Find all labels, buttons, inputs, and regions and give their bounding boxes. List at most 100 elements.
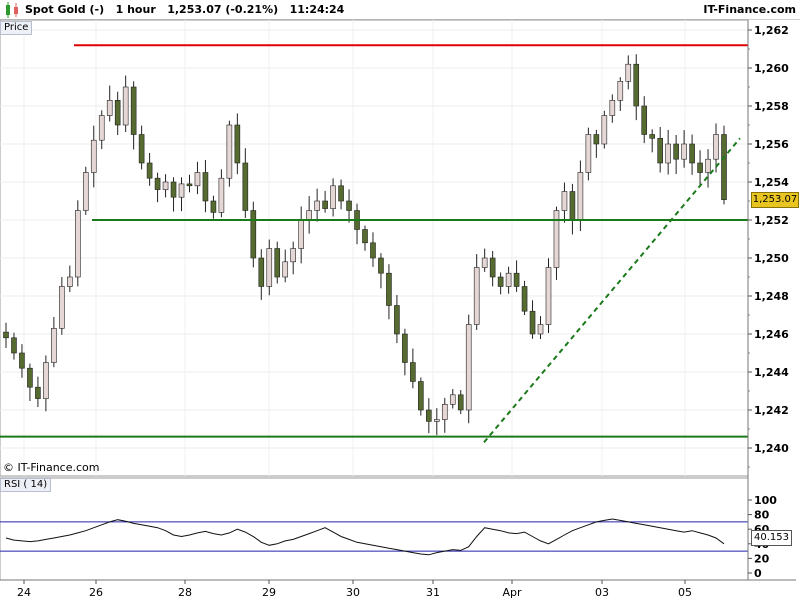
candle-body [426, 409, 432, 422]
candle-body [433, 419, 440, 422]
rsi-tick-label: 100 [754, 494, 777, 507]
candle-body [585, 134, 592, 173]
price-tick-label: 1,242 [754, 404, 789, 417]
candle-body [721, 134, 727, 200]
candle-body [521, 286, 528, 312]
price-tick-label: 1,256 [754, 138, 789, 151]
candle-body [90, 139, 97, 173]
price-tick-label: 1,260 [754, 62, 789, 75]
candle-body [234, 124, 241, 164]
candle-body [362, 229, 368, 244]
candle-body [27, 367, 33, 388]
candle-body [3, 331, 9, 339]
candle-body [673, 143, 679, 160]
x-tick-label: 29 [262, 586, 276, 599]
x-tick-label: 28 [178, 586, 192, 599]
candle-body [689, 143, 695, 164]
price-tick-label: 1,258 [754, 100, 789, 113]
candle-body [569, 191, 576, 221]
candle-body [465, 324, 472, 411]
candle-body [162, 181, 169, 190]
candle-body [418, 381, 424, 411]
candle-body [306, 210, 312, 221]
rsi-panel-tag: RSI ( 14) [0, 478, 52, 492]
candle-body [138, 134, 145, 164]
candle-body [75, 210, 81, 278]
candle-body [609, 100, 616, 116]
last-rsi-label: 40.153 [751, 530, 792, 546]
copyright-label: © IT-Finance.com [3, 461, 100, 474]
rsi-line [5, 518, 725, 556]
candle-body [497, 276, 504, 287]
candle-body [146, 162, 153, 179]
candle-body [625, 63, 632, 82]
candle-body [617, 81, 624, 101]
last-price-label: 1,253.07 [751, 192, 799, 208]
price-tick-label: 1,254 [754, 176, 789, 189]
candle-body [545, 267, 552, 325]
candle-body [330, 185, 336, 209]
candle-body [178, 183, 185, 198]
candle-body [186, 183, 193, 187]
price-panel-tag: Price [0, 21, 33, 35]
x-tick-label: 05 [678, 586, 692, 599]
trendline [483, 137, 741, 443]
candle-body [170, 181, 177, 198]
candle-body [290, 248, 297, 263]
candle-body [11, 337, 17, 354]
candle-body [19, 352, 25, 369]
candle-body [226, 124, 233, 179]
x-tick-label: 30 [346, 586, 360, 599]
price-tick-label: 1,252 [754, 214, 789, 227]
rsi-tick-label: 80 [754, 509, 770, 522]
candle-body [282, 261, 289, 278]
candle-body [601, 115, 608, 145]
candle-body [681, 143, 687, 160]
brand-label: IT-Finance.com [703, 3, 796, 16]
candle-body [130, 86, 137, 135]
candle-body [649, 134, 656, 139]
candle-body [481, 257, 488, 268]
candle-body [505, 272, 512, 287]
candle-body [59, 286, 65, 329]
candle-body [441, 403, 448, 420]
candle-body [537, 324, 544, 335]
candle-body [210, 200, 217, 213]
x-tick-label: 26 [89, 586, 103, 599]
candle-body [322, 200, 328, 209]
candle-body [402, 333, 408, 363]
candle-body [298, 219, 304, 249]
candle-body [250, 210, 257, 259]
chart-title: Spot Gold (-) 1 hour 1,253.07 (-0.21%) 1… [25, 3, 345, 16]
candle-body [43, 362, 49, 399]
candle-body [561, 191, 568, 211]
price-tick-label: 1,248 [754, 290, 789, 303]
candle-body [266, 248, 273, 287]
rsi-panel-frame [0, 477, 749, 581]
candle-body [633, 63, 640, 107]
candle-body [449, 394, 456, 405]
candle-body [410, 362, 416, 382]
candle-body [713, 134, 719, 160]
candle-body [513, 272, 520, 287]
candle-body [35, 386, 41, 399]
candle-body [394, 305, 400, 335]
candle-body [657, 138, 663, 164]
candle-body [386, 272, 392, 306]
candle-body [106, 100, 113, 116]
candle-body [473, 267, 480, 325]
chart-header: Spot Gold (-) 1 hour 1,253.07 (-0.21%) 1… [0, 0, 800, 20]
candle-body [457, 394, 464, 411]
candle-body [258, 257, 265, 287]
candle-body [378, 257, 384, 274]
candle-body [314, 200, 320, 211]
candle-body [553, 210, 560, 268]
candle-body [242, 162, 249, 211]
candle-body [202, 172, 209, 202]
candle-body [489, 257, 496, 278]
candle-body [705, 158, 711, 173]
rsi-tick-label: 0 [754, 567, 762, 580]
candle-body [51, 327, 57, 363]
candle-body [593, 134, 600, 145]
